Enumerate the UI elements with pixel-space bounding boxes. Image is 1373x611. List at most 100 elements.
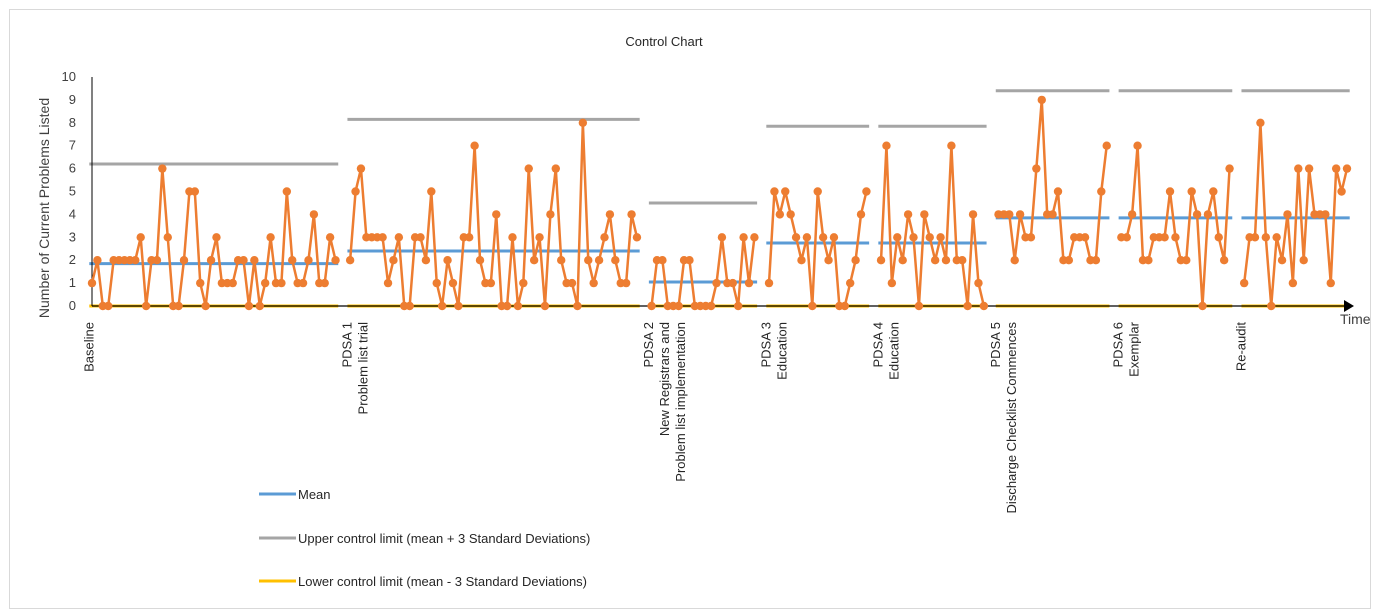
data-point [791,233,801,242]
data-point [405,301,414,311]
data-point [611,256,620,265]
phase-label: PDSA 5 [988,322,1003,368]
data-point [309,210,319,219]
data-point [1091,256,1101,265]
data-point [250,256,259,265]
data-point [557,256,566,265]
control-chart: Control Chart Number of Current Problems… [36,34,1371,589]
data-point [1064,256,1074,265]
data-point [190,187,200,196]
data-point [546,210,555,219]
phase-label: PDSA 3 [758,322,773,368]
data-point [1198,301,1207,311]
data-point [1160,233,1169,242]
data-point [141,301,151,311]
control-limits [89,89,1350,308]
y-tick-label: 7 [69,138,76,153]
data-point [914,301,924,311]
data-point [862,187,871,196]
data-point [1209,187,1218,196]
data-point [502,301,512,311]
data-point [584,256,593,265]
data-point [201,301,210,311]
data-point [658,256,667,265]
data-point [437,301,447,311]
data-point [685,256,694,265]
phase-label: Problem list implementation [673,322,688,482]
data-point [567,278,577,288]
chart-area: Control Chart Number of Current Problems… [9,9,1371,609]
data-point [513,301,523,311]
data-point [448,278,458,288]
y-tick-label: 10 [62,69,76,84]
y-tick-label: 3 [69,229,76,244]
data-point [394,233,404,242]
data-point [1331,164,1341,173]
data-point [1097,187,1106,196]
data-point [1299,256,1308,265]
data-point [1171,233,1180,242]
data-point [764,278,774,288]
data-point [1261,233,1271,242]
data-point [674,301,683,311]
data-point [443,256,452,265]
data-point [797,256,806,265]
data-point [174,301,183,311]
data-point [851,256,860,265]
y-tick-label: 8 [69,115,76,130]
phase-label: Problem list trial [355,322,370,415]
data-point [304,256,313,265]
data-point [421,256,431,265]
data-point [288,256,297,265]
y-tick-label: 1 [69,275,76,290]
data-point [277,278,286,288]
data-point [320,278,329,288]
data-point [876,256,886,265]
data-point [573,301,582,311]
y-tick-label: 4 [69,206,76,221]
data-point [93,256,102,265]
data-point [492,210,501,219]
data-point [298,278,308,288]
data-point [454,301,463,311]
data-point [524,164,533,173]
data-point [589,278,598,288]
phase-label: Education [774,322,789,380]
data-point [1192,210,1202,219]
data-point [551,164,560,173]
data-point [1219,256,1229,265]
data-point [104,301,113,311]
y-tick-label: 2 [69,252,76,267]
y-tick-label: 9 [69,92,76,107]
data-point [1080,233,1090,242]
data-point [930,256,940,265]
data-point [331,256,340,265]
axes [91,77,1354,312]
data-point [627,210,636,219]
series-line [1121,145,1231,307]
phase-label: PDSA 1 [339,322,354,368]
phase-label: Exemplar [1127,321,1142,377]
data-point [717,233,727,242]
data-point [1256,118,1265,128]
data-point [775,210,785,219]
data-point [1203,210,1213,219]
data-point [958,256,967,265]
data-point [1337,187,1346,196]
series-line [1242,122,1349,307]
data-point [540,301,550,311]
data-point [909,233,918,242]
data-point [739,233,748,242]
data-point [600,233,609,242]
data-point [979,301,989,311]
data-point [1321,210,1330,219]
data-point [936,233,945,242]
y-tick-labels: 0 1 2 3 4 5 6 7 8 9 10 [62,69,76,313]
data-point [1283,210,1292,219]
y-axis-title: Number of Current Problems Listed [36,98,52,318]
data-point [212,233,221,242]
data-point [824,256,833,265]
y-tick-label: 5 [69,184,76,199]
data-point [1187,187,1196,196]
data-point [1026,233,1036,242]
